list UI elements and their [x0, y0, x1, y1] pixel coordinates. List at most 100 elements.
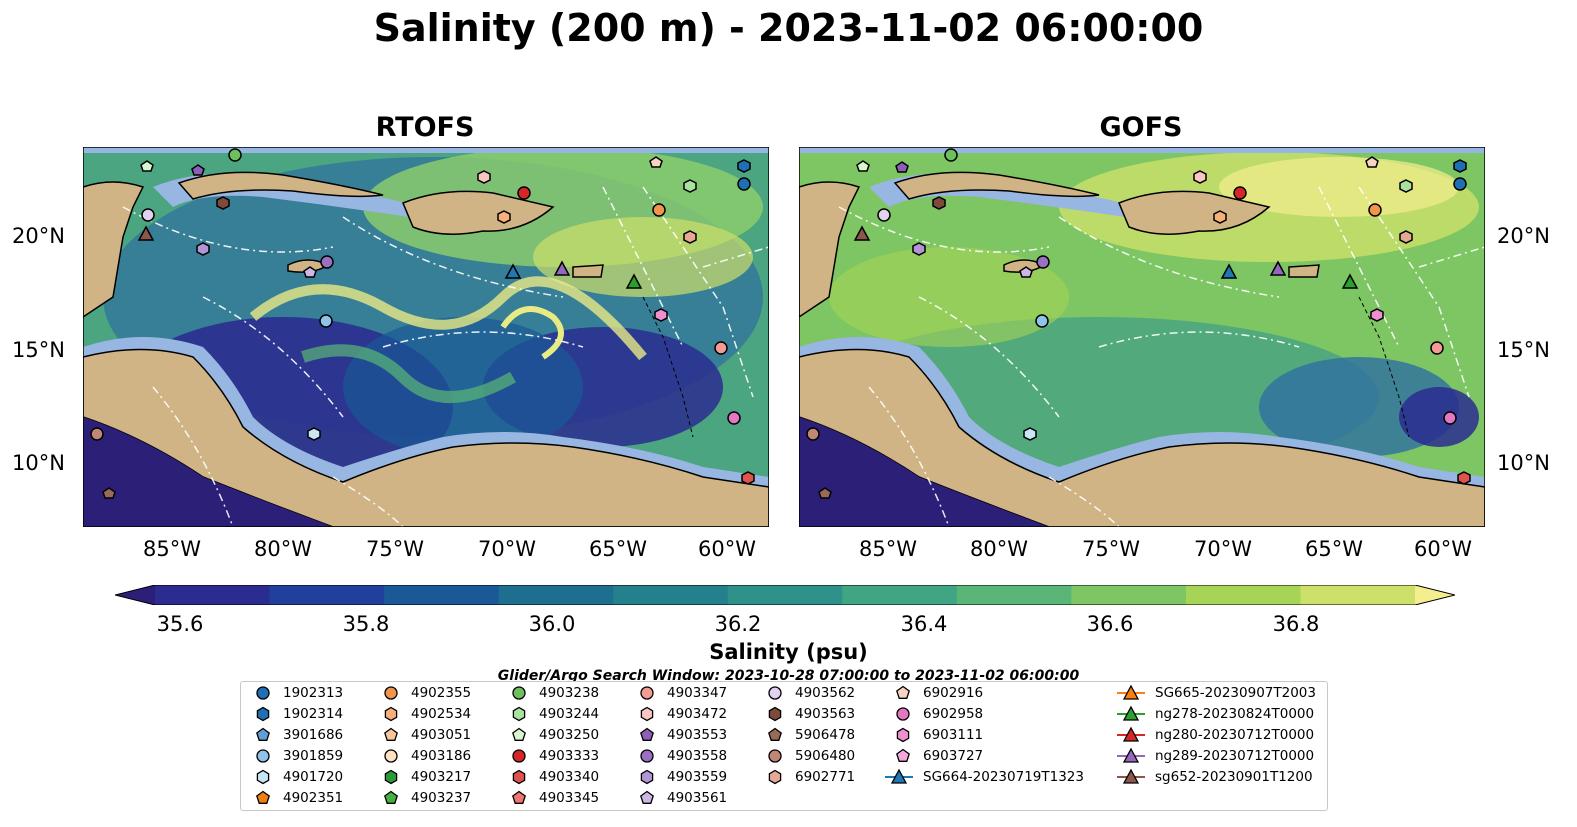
legend-item[interactable]: ng280-20230712T0000 [1117, 725, 1314, 745]
float-1902314[interactable] [1453, 159, 1467, 173]
glider-ng278[interactable] [1341, 273, 1359, 289]
float-4901720[interactable] [1023, 427, 1037, 441]
legend-item[interactable]: 5906478 [765, 725, 855, 745]
legend-item[interactable]: SG664-20230719T1323 [885, 767, 1084, 787]
float-5906478[interactable] [102, 487, 116, 499]
glider-sg652[interactable] [853, 225, 871, 241]
legend-item[interactable]: 3901686 [253, 725, 343, 745]
float-4903563[interactable] [932, 196, 946, 210]
glider-ng278[interactable] [625, 273, 643, 289]
float-1902314[interactable] [737, 159, 751, 173]
legend-item[interactable]: ng289-20230712T0000 [1117, 746, 1314, 766]
legend-item[interactable]: 1902313 [253, 683, 343, 703]
float-4903472[interactable] [1193, 170, 1207, 184]
float-4903238[interactable] [944, 148, 958, 162]
float-5906478[interactable] [818, 487, 832, 499]
legend-item[interactable]: 1902314 [253, 704, 343, 724]
float-6902916[interactable] [649, 156, 663, 168]
legend-item[interactable]: 4903562 [765, 683, 855, 703]
float-4903472[interactable] [477, 170, 491, 184]
legend-item[interactable]: sg652-20230901T1200 [1117, 767, 1313, 787]
float-4901720[interactable] [307, 427, 321, 441]
float-4903561[interactable] [1019, 266, 1033, 278]
legend-item[interactable]: 6903727 [893, 746, 983, 766]
legend-item[interactable]: 4902351 [253, 788, 343, 808]
float-4903244[interactable] [1399, 179, 1413, 193]
float-3901859[interactable] [1035, 314, 1049, 328]
legend-item[interactable]: 4903186 [381, 746, 471, 766]
float-4903553[interactable] [191, 164, 205, 176]
legend-item[interactable]: 6902771 [765, 767, 855, 787]
legend-item[interactable]: 5906480 [765, 746, 855, 766]
float-4902355[interactable] [652, 203, 666, 217]
legend-item[interactable]: 4903250 [509, 725, 599, 745]
legend-item[interactable]: 4902355 [381, 683, 471, 703]
float-6903111[interactable] [1370, 308, 1384, 322]
legend-item[interactable]: ng278-20230824T0000 [1117, 704, 1314, 724]
float-4903558[interactable] [1036, 255, 1050, 269]
float-4903562[interactable] [877, 208, 891, 222]
legend-item[interactable]: 4903345 [509, 788, 599, 808]
colorbar-bin [613, 585, 729, 605]
legend-item[interactable]: 6902916 [893, 683, 983, 703]
float-4903250[interactable] [856, 160, 870, 172]
float-6902771[interactable] [1399, 230, 1413, 244]
legend-item[interactable]: 4901720 [253, 767, 343, 787]
legend-item[interactable]: 4903333 [509, 746, 599, 766]
float-4903563[interactable] [216, 196, 230, 210]
legend-item[interactable]: 4903558 [637, 746, 727, 766]
float-4903340[interactable] [1457, 471, 1471, 485]
float-4903340[interactable] [741, 471, 755, 485]
float-4903250[interactable] [140, 160, 154, 172]
float-6902771[interactable] [683, 230, 697, 244]
glider-sg652[interactable] [137, 225, 155, 241]
glider-sg664[interactable] [1220, 263, 1238, 279]
float-5906480[interactable] [90, 427, 104, 441]
float-4903559[interactable] [196, 242, 210, 256]
legend-item[interactable]: 4903347 [637, 683, 727, 703]
legend-item[interactable]: 3901859 [253, 746, 343, 766]
legend-item[interactable]: 6903111 [893, 725, 983, 745]
rtofs-map[interactable] [83, 147, 769, 527]
legend-item[interactable]: 4903244 [509, 704, 599, 724]
float-4903333[interactable] [1233, 186, 1247, 200]
glider-sg664[interactable] [504, 263, 522, 279]
legend-item[interactable]: 4903051 [381, 725, 471, 745]
float-6902958[interactable] [727, 411, 741, 425]
float-4903347[interactable] [1430, 341, 1444, 355]
glider-ng289[interactable] [553, 260, 571, 276]
float-4902355[interactable] [1368, 203, 1382, 217]
legend-item[interactable]: 4902534 [381, 704, 471, 724]
float-6902916[interactable] [1365, 156, 1379, 168]
float-4903347[interactable] [714, 341, 728, 355]
float-4903561[interactable] [303, 266, 317, 278]
float-5906480[interactable] [806, 427, 820, 441]
float-4903333[interactable] [517, 186, 531, 200]
float-4903558[interactable] [320, 255, 334, 269]
legend-item[interactable]: 4903217 [381, 767, 471, 787]
legend-item[interactable]: 6902958 [893, 704, 983, 724]
float-1902313[interactable] [1453, 177, 1467, 191]
float-4902534[interactable] [497, 210, 511, 224]
legend-item[interactable]: 4903553 [637, 725, 727, 745]
legend-item[interactable]: 4903237 [381, 788, 471, 808]
legend-item[interactable]: 4903340 [509, 767, 599, 787]
legend-item[interactable]: 4903238 [509, 683, 599, 703]
float-6902958[interactable] [1443, 411, 1457, 425]
float-3901859[interactable] [319, 314, 333, 328]
float-4903562[interactable] [141, 208, 155, 222]
gofs-map[interactable] [799, 147, 1485, 527]
float-4902534[interactable] [1213, 210, 1227, 224]
legend-item[interactable]: 4903561 [637, 788, 727, 808]
legend-item[interactable]: SG665-20230907T2003 [1117, 683, 1316, 703]
legend-item[interactable]: 4903559 [637, 767, 727, 787]
legend-item[interactable]: 4903563 [765, 704, 855, 724]
float-4903244[interactable] [683, 179, 697, 193]
float-6903111[interactable] [654, 308, 668, 322]
float-4903553[interactable] [895, 161, 909, 173]
legend-item[interactable]: 4903472 [637, 704, 727, 724]
glider-ng289[interactable] [1269, 260, 1287, 276]
float-4903238[interactable] [228, 148, 242, 162]
float-4903559[interactable] [912, 242, 926, 256]
float-1902313[interactable] [737, 177, 751, 191]
